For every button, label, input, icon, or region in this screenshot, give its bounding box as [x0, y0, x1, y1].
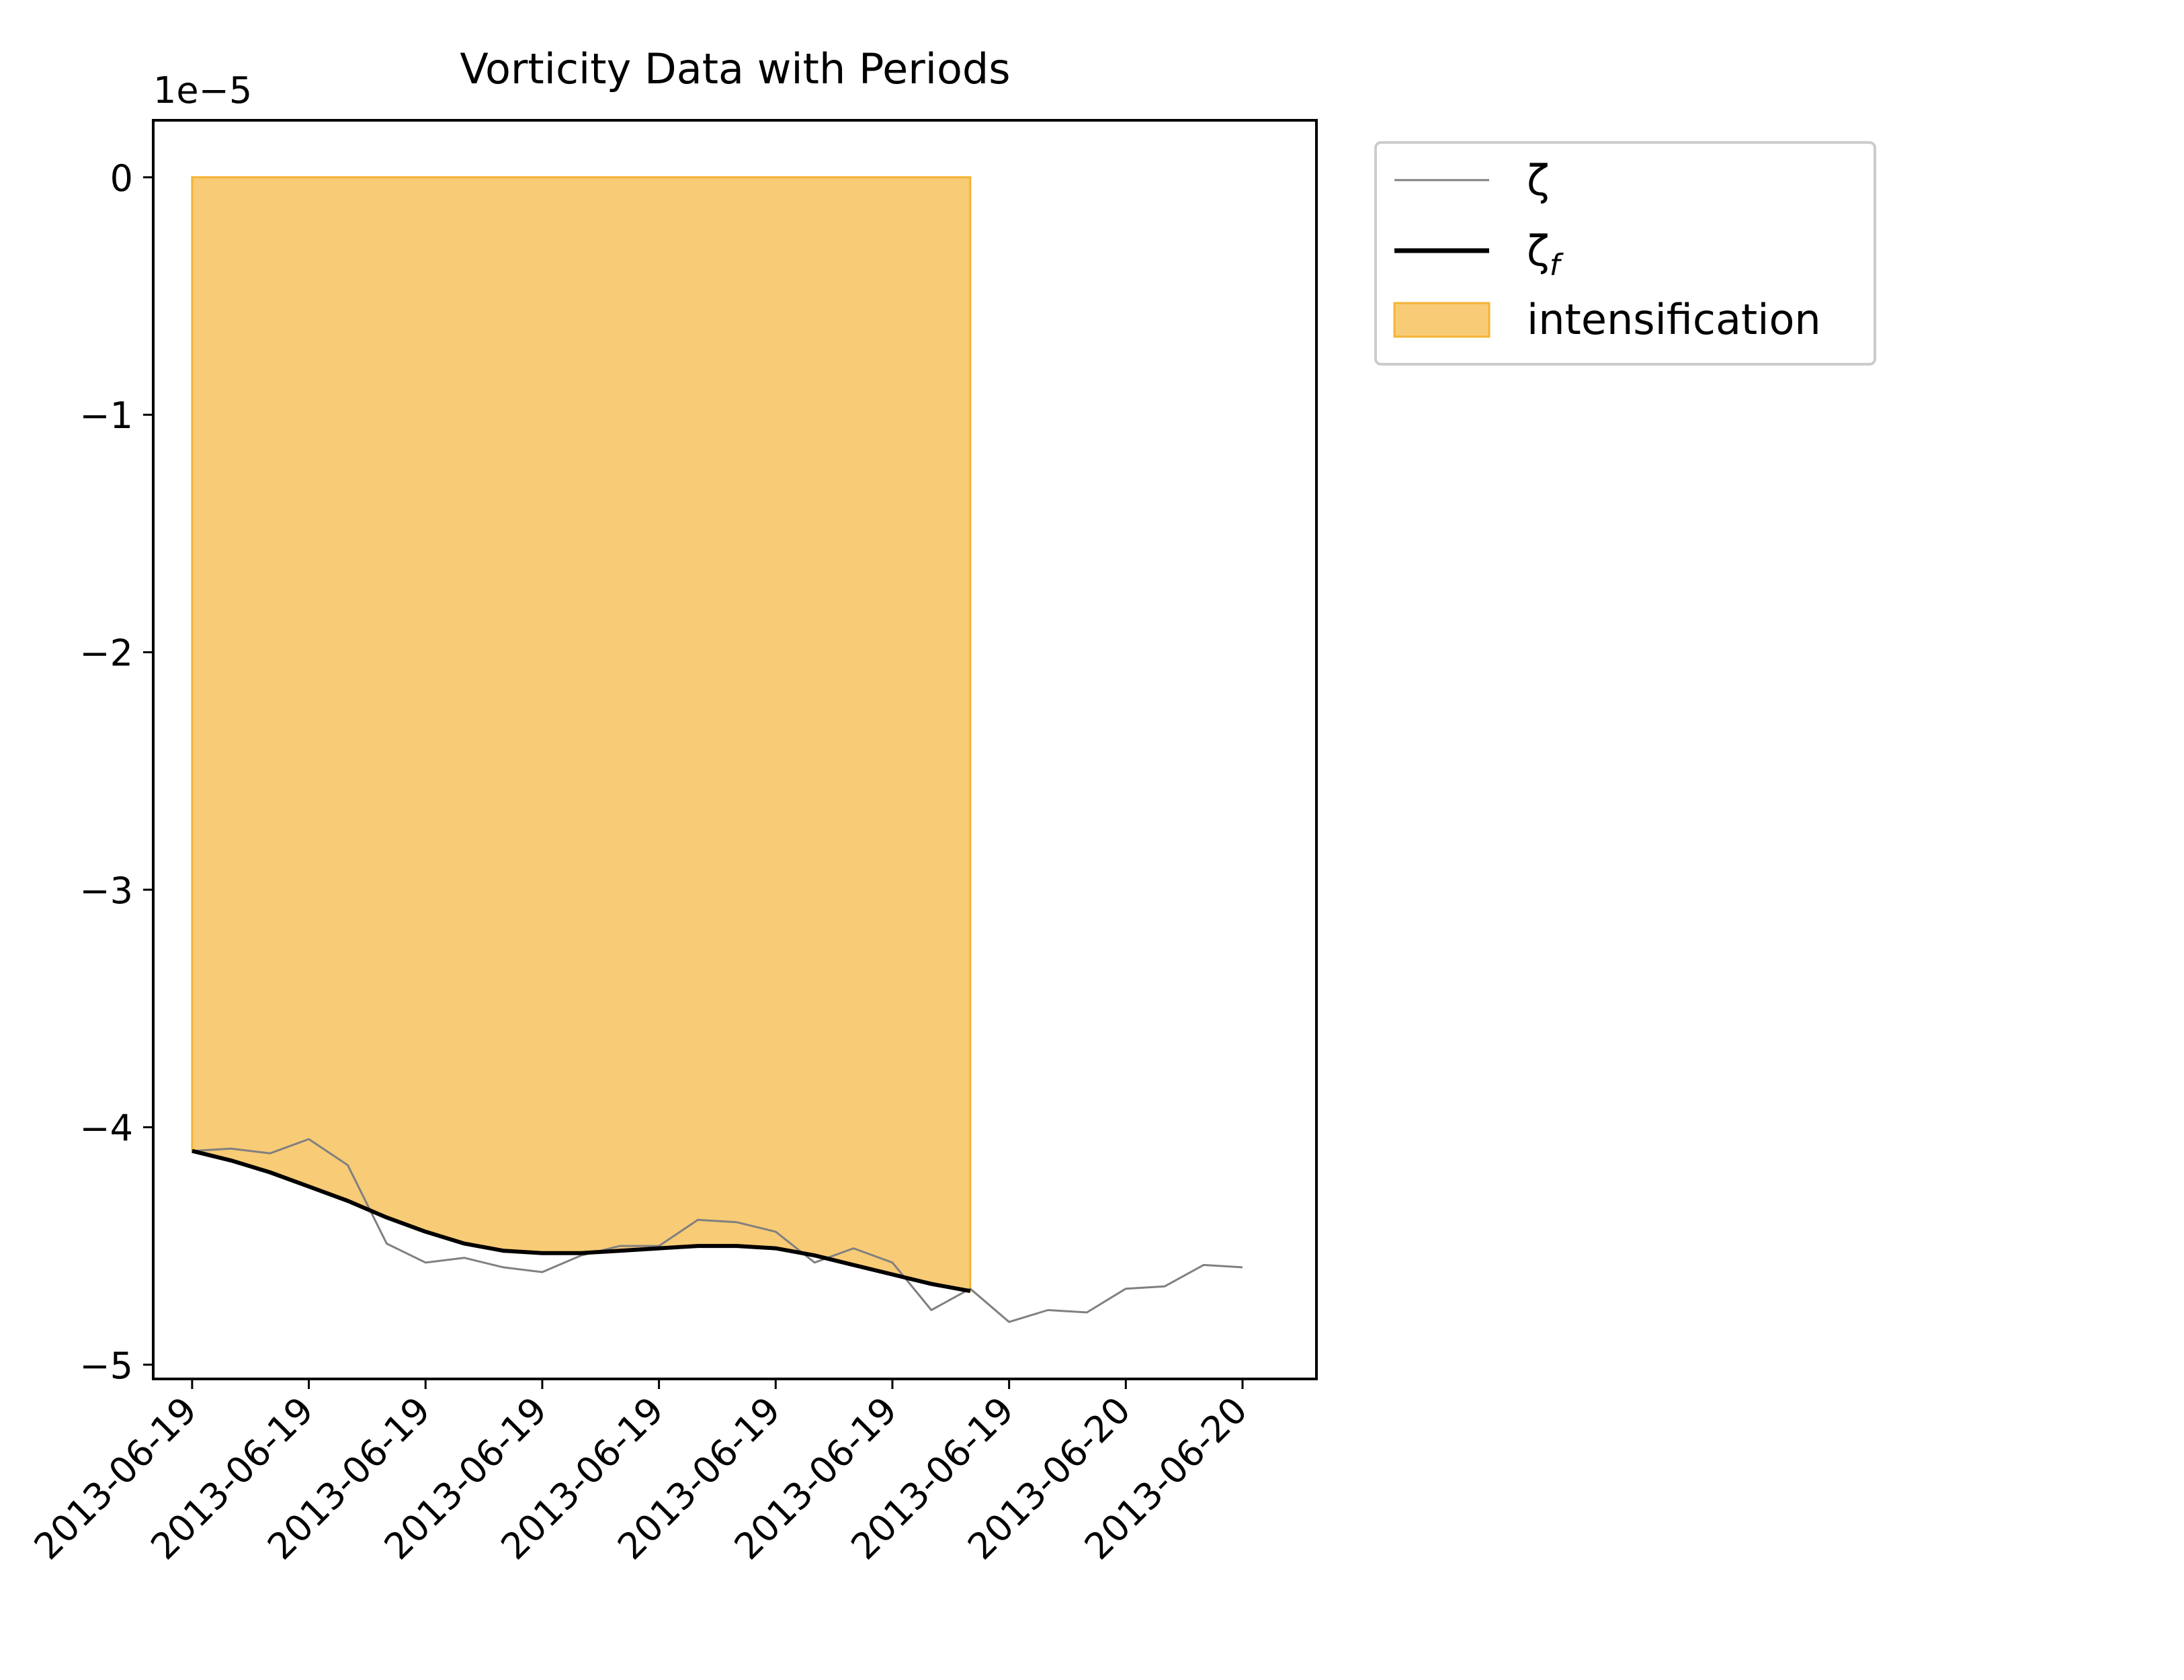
- axes-frame: [152, 119, 1318, 1380]
- y-tick-label: 0: [110, 157, 133, 200]
- y-tick-label: −1: [79, 394, 133, 437]
- y-tick-label: −5: [79, 1345, 133, 1387]
- zeta-f-series-line: [192, 1148, 971, 1294]
- y-tick-label: −2: [79, 632, 133, 675]
- plot-area: 0−1−2−3−4−52013-06-192013-06-192013-06-1…: [26, 119, 1318, 1568]
- y-scale-label: 1e−5: [153, 69, 252, 112]
- legend: ζ ζf intensification: [1374, 141, 1876, 366]
- chart-title: Vorticity Data with Periods: [460, 44, 1010, 93]
- y-tick-label: −3: [79, 870, 133, 912]
- legend-zeta-label: ζ: [1527, 156, 1550, 205]
- legend-zeta-f-base: ζ: [1527, 226, 1550, 276]
- zeta-series-line: [192, 1138, 1243, 1323]
- intensification-region: [191, 176, 972, 1292]
- legend-intensification-label: intensification: [1527, 295, 1821, 344]
- legend-box: [1374, 141, 1876, 366]
- y-tick-label: −4: [79, 1107, 133, 1149]
- legend-intensification-swatch: [1393, 302, 1490, 338]
